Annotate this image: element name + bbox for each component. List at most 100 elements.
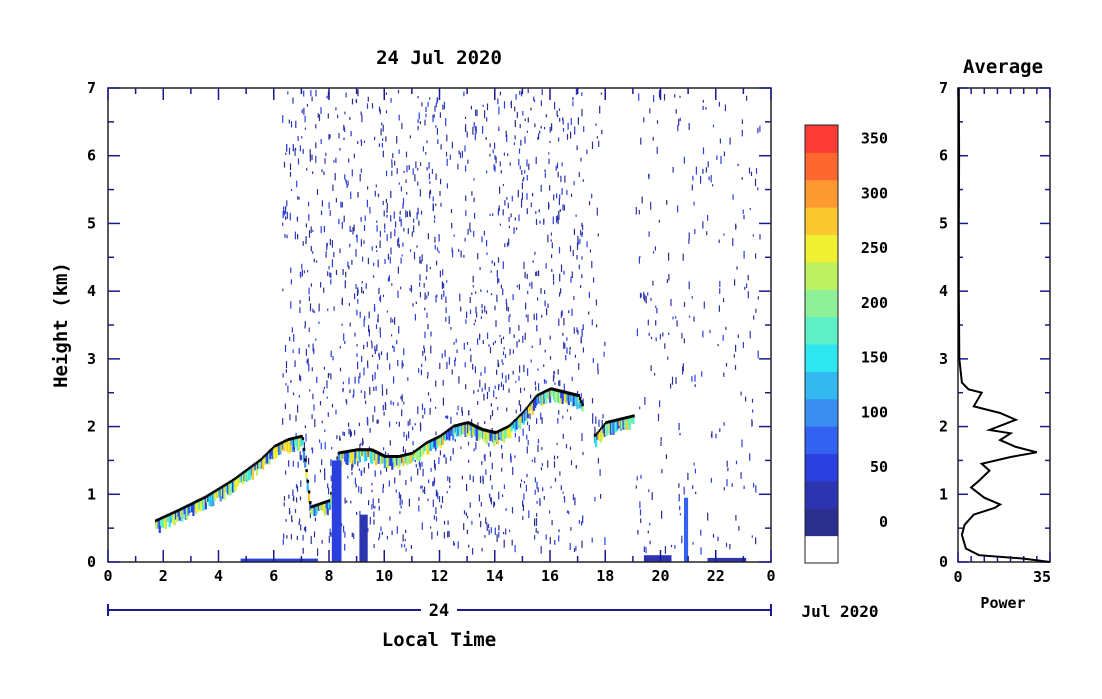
noise-cell bbox=[513, 227, 515, 234]
aerosol-cell bbox=[514, 421, 517, 432]
noise-cell bbox=[556, 162, 559, 169]
noise-cell bbox=[757, 127, 759, 134]
layer-top-cell bbox=[157, 518, 160, 522]
noise-cell bbox=[481, 236, 483, 243]
noise-cell bbox=[580, 157, 582, 162]
noise-cell bbox=[579, 238, 581, 245]
noise-cell bbox=[547, 234, 549, 243]
aerosol-cell bbox=[242, 473, 245, 484]
noise-cell bbox=[477, 338, 479, 345]
noise-cell bbox=[332, 184, 334, 191]
aerosol-cell bbox=[448, 430, 451, 441]
noise-cell bbox=[374, 372, 376, 380]
noise-cell bbox=[492, 342, 494, 346]
aerosol-cell bbox=[319, 504, 322, 511]
noise-cell bbox=[659, 333, 661, 340]
noise-cell bbox=[754, 178, 757, 187]
noise-cell bbox=[393, 211, 395, 219]
noise-cell bbox=[364, 316, 366, 321]
noise-cell bbox=[367, 365, 369, 369]
aerosol-cell bbox=[378, 454, 381, 461]
noise-cell bbox=[400, 494, 402, 500]
noise-cell bbox=[419, 189, 421, 197]
noise-cell bbox=[648, 489, 650, 493]
noise-cell bbox=[432, 499, 434, 507]
noise-cell bbox=[570, 416, 572, 421]
aerosol-cell bbox=[304, 460, 307, 468]
noise-cell bbox=[524, 136, 526, 144]
noise-cell bbox=[727, 467, 729, 472]
x-tick-label: 8 bbox=[324, 567, 333, 585]
layer-top-cell bbox=[261, 456, 265, 460]
noise-cell bbox=[402, 363, 404, 367]
noise-cell bbox=[425, 276, 427, 280]
layer-top-cell bbox=[208, 493, 211, 497]
noise-cell bbox=[290, 534, 292, 540]
noise-cell bbox=[523, 387, 525, 391]
colorbar-swatch bbox=[805, 152, 838, 181]
layer-top-cell bbox=[367, 448, 370, 452]
aerosol-cell bbox=[270, 450, 273, 456]
noise-cell bbox=[520, 139, 522, 146]
noise-cell bbox=[475, 109, 477, 116]
noise-cell bbox=[557, 418, 559, 424]
noise-cell bbox=[511, 195, 513, 202]
noise-cell bbox=[586, 149, 588, 155]
noise-cell bbox=[451, 222, 453, 229]
noise-cell bbox=[506, 302, 508, 311]
aerosol-cell bbox=[600, 429, 603, 443]
aerosol-cell bbox=[225, 484, 228, 493]
aerosol-cell bbox=[264, 456, 267, 466]
noise-cell bbox=[397, 239, 399, 245]
noise-cell bbox=[488, 442, 490, 447]
aerosol-cell bbox=[531, 401, 534, 415]
noise-cell bbox=[545, 380, 547, 384]
noise-cell bbox=[691, 296, 693, 299]
layer-top-cell bbox=[309, 501, 312, 505]
noise-cell bbox=[363, 467, 365, 474]
noise-cell bbox=[311, 96, 313, 102]
noise-cell bbox=[412, 168, 414, 175]
noise-cell bbox=[453, 543, 455, 546]
noise-cell bbox=[373, 519, 375, 525]
noise-cell bbox=[562, 128, 565, 132]
aerosol-cell bbox=[601, 428, 604, 440]
noise-cell bbox=[596, 324, 598, 328]
noise-cell bbox=[452, 447, 454, 455]
noise-cell bbox=[639, 406, 641, 410]
noise-cell bbox=[352, 394, 354, 398]
aerosol-cell bbox=[418, 448, 421, 462]
noise-cell bbox=[577, 330, 579, 335]
layer-top-cell bbox=[566, 391, 569, 395]
noise-cell bbox=[410, 476, 412, 482]
aerosol-cell bbox=[255, 463, 258, 476]
layer-top-cell bbox=[213, 490, 216, 494]
noise-cell bbox=[747, 291, 749, 299]
noise-cell bbox=[354, 376, 356, 384]
noise-cell bbox=[445, 118, 447, 126]
noise-cell bbox=[349, 225, 351, 232]
aerosol-cell bbox=[473, 426, 476, 435]
noise-cell bbox=[443, 101, 445, 110]
noise-cell bbox=[493, 501, 496, 506]
noise-cell bbox=[469, 222, 471, 231]
noise-cell bbox=[537, 487, 539, 493]
noise-cell bbox=[580, 230, 582, 236]
noise-cell bbox=[595, 416, 597, 424]
noise-cell bbox=[559, 209, 561, 212]
heatmap-frame bbox=[107, 87, 772, 563]
aerosol-cell bbox=[176, 511, 179, 522]
aerosol-cell bbox=[408, 454, 411, 464]
noise-cell bbox=[343, 137, 345, 140]
aerosol-cell bbox=[428, 442, 431, 452]
layer-top-cell bbox=[534, 396, 537, 400]
aerosol-cell bbox=[510, 424, 513, 432]
noise-cell bbox=[527, 290, 529, 295]
layer-top-cell bbox=[387, 455, 390, 458]
noise-cell bbox=[719, 280, 721, 288]
noise-cell bbox=[670, 544, 673, 548]
noise-cell bbox=[541, 314, 543, 318]
aerosol-cell bbox=[391, 457, 394, 470]
noise-cell bbox=[678, 494, 680, 502]
